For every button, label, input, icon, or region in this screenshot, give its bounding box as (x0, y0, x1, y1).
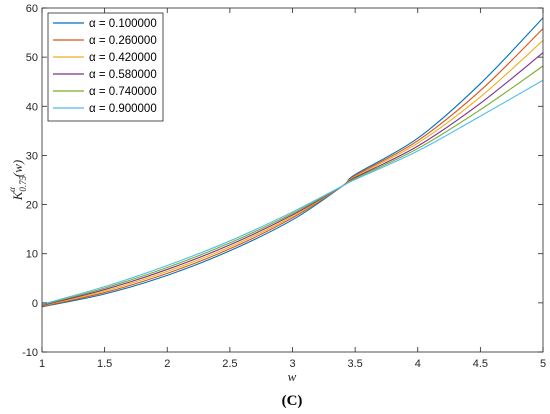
y-tick-label: 30 (26, 150, 38, 162)
legend-label: α = 0.580000 (89, 69, 157, 81)
legend-box (47, 12, 164, 122)
y-axis-label-tail: (w) (10, 160, 25, 177)
figure-caption: (C) (282, 393, 303, 409)
y-tick-label: 60 (26, 3, 38, 15)
legend-entry-4: α = 0.580000 (53, 69, 157, 81)
x-tick-label: 3.5 (347, 358, 362, 370)
x-tick-label: 5 (540, 358, 546, 370)
y-axis-label-main: K (10, 190, 25, 201)
series-line-1 (41, 17, 544, 308)
y-axis-label-sub: 0.75 (18, 175, 28, 191)
series-lines (41, 17, 544, 308)
y-tick-label: 0 (32, 298, 38, 310)
series-line-5 (41, 65, 544, 306)
y-tick-label: 20 (26, 200, 38, 212)
svg-text:K0.75α(w): K0.75α (w) (7, 160, 28, 202)
series-line-4 (41, 52, 544, 306)
x-axis-ticks: 1 1.5 2 2.5 3 3.5 4 4.5 5 (39, 8, 546, 370)
legend-entry-3: α = 0.420000 (53, 52, 157, 64)
x-tick-label: 1.5 (97, 358, 112, 370)
legend-label: α = 0.900000 (89, 103, 157, 115)
y-tick-label: -10 (22, 347, 38, 359)
x-tick-label: 2 (164, 358, 170, 370)
x-tick-label: 1 (39, 358, 45, 370)
x-tick-label: 4.5 (473, 358, 488, 370)
legend-label: α = 0.420000 (89, 52, 157, 64)
y-tick-label: 50 (26, 52, 38, 64)
x-tick-label: 4 (415, 358, 421, 370)
legend-entry-2: α = 0.260000 (53, 35, 157, 47)
legend-label: α = 0.100000 (89, 18, 157, 30)
legend-label: α = 0.740000 (89, 86, 157, 98)
series-line-6 (41, 79, 544, 305)
legend-entry-5: α = 0.740000 (53, 86, 157, 98)
y-tick-label: 10 (26, 249, 38, 261)
legend-label: α = 0.260000 (89, 35, 157, 47)
legend-entry-1: α = 0.100000 (53, 18, 157, 30)
legend: α = 0.100000 α = 0.260000 α = 0.420000 α = … (47, 12, 164, 122)
x-tick-label: 2.5 (222, 358, 237, 370)
y-axis-label: K0.75α (w) (7, 160, 28, 202)
series-line-3 (41, 40, 544, 307)
legend-entry-6: α = 0.900000 (53, 103, 157, 115)
y-tick-label: 40 (26, 101, 38, 113)
series-line-2 (41, 28, 544, 307)
y-axis-ticks: -10 0 10 20 30 40 50 60 (22, 3, 543, 359)
y-axis-label-sup: α (7, 187, 17, 192)
x-axis-label: w (288, 369, 297, 384)
x-tick-label: 3 (289, 358, 295, 370)
